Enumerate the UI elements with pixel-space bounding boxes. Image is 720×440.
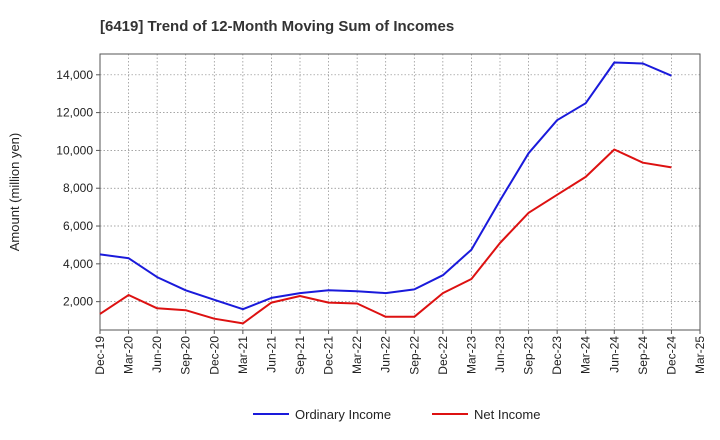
- x-tick-label: Mar-24: [579, 336, 593, 374]
- x-tick-label: Jun-23: [493, 336, 507, 373]
- chart-title: [6419] Trend of 12-Month Moving Sum of I…: [100, 18, 454, 35]
- y-tick-label: 6,000: [63, 219, 93, 233]
- x-tick-label: Jun-21: [264, 336, 278, 373]
- grid: [100, 54, 700, 330]
- y-tick-label: 4,000: [63, 257, 93, 271]
- y-axis-label: Amount (million yen): [7, 133, 22, 252]
- y-tick-label: 14,000: [56, 68, 93, 82]
- x-tick-label: Sep-20: [179, 336, 193, 375]
- x-axis: Dec-19 Mar-20 Jun-20 Sep-20 Dec-20 Mar-21 Jun-…: [93, 330, 707, 375]
- y-tick-label: 10,000: [56, 143, 93, 157]
- plot-frame: [99, 53, 701, 331]
- y-tick-label: 2,000: [63, 295, 93, 309]
- legend-label: Net Income: [474, 407, 540, 422]
- x-tick-label: Jun-24: [607, 336, 621, 373]
- x-tick-label: Dec-23: [550, 336, 564, 375]
- x-tick-label: Dec-20: [207, 336, 221, 375]
- x-tick-label: Dec-19: [93, 336, 107, 375]
- legend-label: Ordinary Income: [295, 407, 391, 422]
- x-tick-label: Mar-22: [350, 336, 364, 374]
- x-tick-label: Mar-20: [122, 336, 136, 374]
- x-tick-label: Dec-24: [664, 336, 678, 375]
- y-tick-label: 8,000: [63, 181, 93, 195]
- series-line-ordinary-income: [99, 61, 672, 311]
- x-tick-label: Jun-22: [379, 336, 393, 373]
- x-tick-label: Dec-21: [322, 336, 336, 375]
- x-tick-label: Mar-23: [464, 336, 478, 374]
- y-tick-label: 12,000: [56, 106, 93, 120]
- y-axis: 2,000 4,000 6,000 8,000 10,000 12,000 14,000: [56, 68, 100, 309]
- x-tick-label: Jun-20: [150, 336, 164, 373]
- x-tick-label: Sep-23: [522, 336, 536, 375]
- x-tick-label: Mar-21: [236, 336, 250, 374]
- series-layer: [99, 61, 672, 325]
- series-line-net-income: [99, 148, 672, 325]
- x-tick-label: Dec-22: [436, 336, 450, 375]
- x-tick-label: Sep-22: [407, 336, 421, 375]
- x-tick-label: Sep-21: [293, 336, 307, 375]
- x-tick-label: Mar-25: [693, 336, 707, 374]
- legend: Ordinary Income Net Income: [253, 407, 540, 422]
- x-tick-label: Sep-24: [636, 336, 650, 375]
